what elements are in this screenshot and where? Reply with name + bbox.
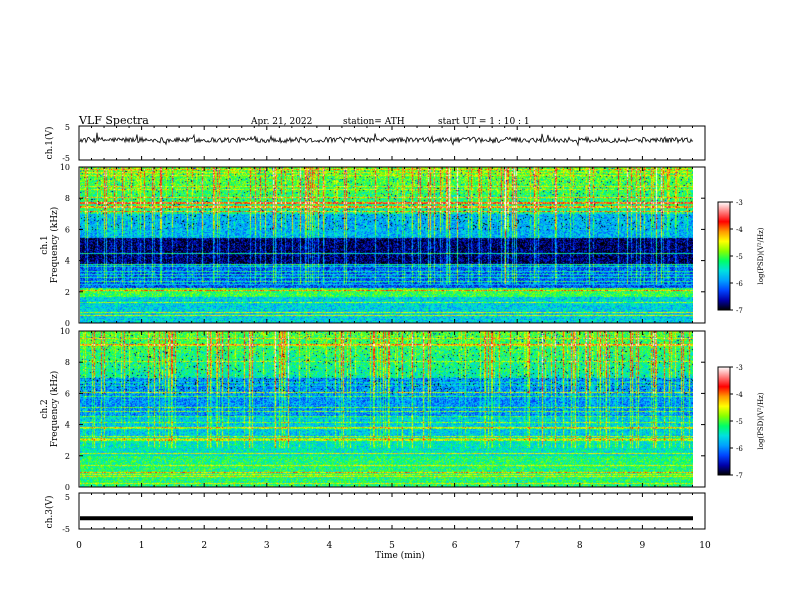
ch2-colorbar-tick-label: -4 (736, 391, 743, 399)
ch3-waveform-panel: 5 -5 ch.3(V) 0 1 2 3 4 5 6 7 8 9 10 (44, 492, 711, 551)
ch1-ytick-bottom: -5 (62, 154, 70, 163)
figure-title: VLF Spectra (78, 114, 149, 127)
ch2-colorbar-gradient (718, 367, 730, 475)
ch1-spectrogram-yticks: 0 2 4 6 8 10 (60, 163, 705, 328)
ch2-spectrogram-ylabel-channel: ch.2 (40, 399, 50, 418)
time-tick-label: 7 (514, 541, 520, 551)
ch1-ytick-top: 5 (65, 123, 70, 132)
ch1-colorbar-tick-label: -4 (736, 226, 743, 234)
ch2-colorbar-tick-label: -6 (736, 445, 743, 453)
ch2-spec-ytick-label: 4 (65, 421, 70, 430)
ch1-spec-ytick-label: 8 (65, 194, 70, 203)
ch2-colorbar-tick-label: -7 (736, 472, 743, 480)
ch3-ytick-top: 5 (65, 493, 70, 502)
ch2-spectrogram-yticks: 0 2 4 6 8 10 (60, 327, 705, 492)
ch1-colorbar: -3 -4 -5 -6 -7 log(PSD)(V²/Hz) (717, 199, 765, 315)
ch1-spectrogram-image (80, 167, 693, 323)
x-axis-label: Time (min) (375, 550, 425, 561)
time-tick-label: 8 (577, 541, 583, 551)
time-tick-label: 1 (139, 541, 145, 551)
ch1-colorbar-tick-label: -5 (736, 253, 743, 261)
ch1-waveform-ylabel: ch.1(V) (44, 127, 55, 160)
time-tick-label: 9 (640, 541, 646, 551)
ch2-spec-ytick-label: 6 (65, 389, 70, 398)
ch1-colorbar-tick-label: -3 (736, 199, 743, 207)
figure-start-time: start UT = 1 : 10 : 1 (438, 117, 530, 127)
ch2-spec-ytick-label: 2 (65, 452, 70, 461)
figure-station: station= ATH (343, 117, 405, 127)
time-tick-label: 5 (389, 541, 395, 551)
ch2-colorbar-label: log(PSD)(V²/Hz) (757, 392, 765, 449)
time-tick-label: 0 (76, 541, 82, 551)
ch1-waveform-frame (78, 125, 706, 161)
ch2-spectrogram-panel: 0 2 4 6 8 10 ch.2 Frequency (kHz) (40, 327, 706, 492)
ch2-spectrogram-image (80, 331, 693, 487)
time-axis-ticklabels: 0 1 2 3 4 5 6 7 8 9 10 (76, 541, 711, 551)
ch1-waveform-line (79, 132, 694, 147)
ch1-colorbar-label: log(PSD)(V²/Hz) (757, 227, 765, 284)
time-tick-label: 3 (264, 541, 270, 551)
ch1-spectrogram-ylabel-channel: ch.1 (40, 235, 50, 254)
time-tick-label: 2 (201, 541, 207, 551)
ch2-colorbar: -3 -4 -5 -6 -7 log(PSD)(V²/Hz) (717, 364, 765, 480)
ch2-spec-ytick-label: 10 (60, 327, 70, 336)
ch2-spec-ytick-label: 8 (65, 358, 70, 367)
ch1-spectrogram-ylabel-frequency: Frequency (kHz) (49, 207, 60, 284)
time-tick-label: 10 (699, 541, 711, 551)
ch1-spec-ytick-label: 4 (65, 257, 70, 266)
ch3-waveform-ylabel: ch.3(V) (44, 496, 55, 529)
ch1-spec-ytick-label: 10 (60, 163, 70, 172)
ch2-colorbar-tick-label: -3 (736, 364, 743, 372)
figure-date: Apr. 21, 2022 (250, 117, 312, 127)
ch3-ytick-bottom: -5 (62, 525, 70, 534)
ch1-spectrogram-panel: 0 2 4 6 8 10 ch.1 Frequency (kHz) (40, 163, 706, 328)
ch2-spectrogram-ylabel-frequency: Frequency (kHz) (49, 371, 60, 448)
ch1-spec-ytick-label: 0 (65, 319, 70, 328)
ch1-spec-ytick-label: 2 (65, 288, 70, 297)
time-tick-label: 4 (327, 541, 333, 551)
ch1-spec-ytick-label: 6 (65, 225, 70, 234)
ch1-colorbar-tick-label: -7 (736, 307, 743, 315)
ch2-colorbar-tick-label: -5 (736, 418, 743, 426)
ch3-waveform-frame (78, 492, 706, 530)
ch1-waveform-panel: 5 -5 ch.1(V) (44, 123, 706, 163)
ch1-colorbar-gradient (718, 202, 730, 310)
ch1-colorbar-tick-label: -6 (736, 280, 743, 288)
time-tick-label: 6 (452, 541, 458, 551)
ch2-spec-ytick-label: 0 (65, 483, 70, 492)
